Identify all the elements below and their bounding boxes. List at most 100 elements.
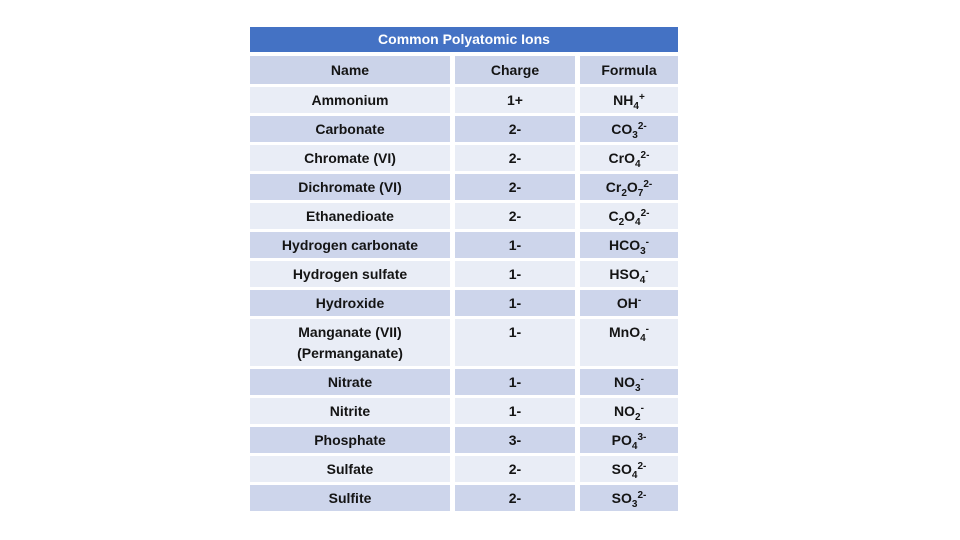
table-title: Common Polyatomic Ions xyxy=(250,27,678,52)
ion-charge-cell: 2- xyxy=(455,485,575,511)
ion-charge-cell: 1- xyxy=(455,290,575,316)
ion-formula-cell: NO3- xyxy=(580,369,678,395)
ion-charge-cell: 1- xyxy=(455,319,575,366)
table-row: Nitrite 1- NO2- xyxy=(250,398,678,424)
ion-charge-cell: 1+ xyxy=(455,87,575,113)
formula-superscript: - xyxy=(640,374,644,385)
formula-text: HSO xyxy=(609,266,640,282)
ion-charge-cell: 1- xyxy=(455,232,575,258)
formula-superscript: 2- xyxy=(643,179,653,190)
formula-superscript: - xyxy=(640,403,644,414)
formula-subscript: 4 xyxy=(631,441,638,452)
formula-subscript: 2 xyxy=(618,217,625,228)
ion-name-cell: Hydroxide xyxy=(250,290,450,316)
table-row: Manganate (VII) (Permanganate) 1- MnO4- xyxy=(250,319,678,366)
table-body: Ammonium 1+ NH4+ Carbonate 2- CO32- Chro… xyxy=(250,87,678,511)
formula-superscript: - xyxy=(645,324,649,335)
formula-superscript: 2- xyxy=(637,121,647,132)
ion-name-cell: Sulfate xyxy=(250,456,450,482)
formula-subscript: 7 xyxy=(637,188,644,199)
formula-text: O xyxy=(626,179,638,195)
ion-name: Chromate (VI) xyxy=(304,150,396,166)
ion-charge-cell: 2- xyxy=(455,174,575,200)
formula-text: SO xyxy=(611,461,632,477)
ion-name: Phosphate xyxy=(314,432,386,448)
formula-superscript: - xyxy=(645,266,649,277)
ion-name-cell: Ethanedioate xyxy=(250,203,450,229)
ion-name-cell: Phosphate xyxy=(250,427,450,453)
ion-charge-cell: 2- xyxy=(455,116,575,142)
table-row: Sulfate 2- SO42- xyxy=(250,456,678,482)
ion-name-cell: Chromate (VI) xyxy=(250,145,450,171)
formula-subscript: 3 xyxy=(635,383,641,394)
formula-subscript: 4 xyxy=(639,275,646,286)
formula-subscript: 2 xyxy=(621,188,627,199)
ion-charge-cell: 2- xyxy=(455,203,575,229)
formula-text: SO xyxy=(611,490,632,506)
column-header-charge: Charge xyxy=(455,56,575,84)
ion-name-cell: Nitrite xyxy=(250,398,450,424)
ion-formula-cell: OH- xyxy=(580,290,678,316)
ion-formula-cell: Cr2O72- xyxy=(580,174,678,200)
table-row: Carbonate 2- CO32- xyxy=(250,116,678,142)
formula-superscript: 2- xyxy=(640,150,650,161)
ion-name: Carbonate xyxy=(315,121,385,137)
table-row: Hydroxide 1- OH- xyxy=(250,290,678,316)
ion-formula-cell: HCO3- xyxy=(580,232,678,258)
ion-name: Hydroxide xyxy=(315,295,385,311)
ion-name-cell: Carbonate xyxy=(250,116,450,142)
polyatomic-ions-table: Common Polyatomic Ions Name Charge Formu… xyxy=(250,27,678,514)
ion-name-line2: (Permanganate) xyxy=(297,345,403,361)
formula-text: OH xyxy=(616,295,638,311)
formula-text: O xyxy=(624,208,636,224)
formula-superscript: 2- xyxy=(637,490,647,501)
formula-text: NO xyxy=(614,374,636,390)
formula-superscript: 2- xyxy=(637,461,647,472)
formula-text: Cr xyxy=(605,179,622,195)
ion-charge-cell: 1- xyxy=(455,261,575,287)
ion-charge-cell: 3- xyxy=(455,427,575,453)
formula-subscript: 4 xyxy=(631,470,638,481)
formula-subscript: 4 xyxy=(633,101,639,112)
ion-formula-cell: NO2- xyxy=(580,398,678,424)
formula-subscript: 3 xyxy=(640,246,646,257)
formula-subscript: 3 xyxy=(631,499,638,510)
ion-name: Sulfate xyxy=(326,461,374,477)
column-header-name: Name xyxy=(250,56,450,84)
table-row: Sulfite 2- SO32- xyxy=(250,485,678,511)
formula-text: C xyxy=(608,208,619,224)
formula-subscript: 4 xyxy=(634,159,641,170)
formula-superscript: 2- xyxy=(640,208,650,219)
formula-text: CrO xyxy=(608,150,635,166)
ion-name-cell: Hydrogen sulfate xyxy=(250,261,450,287)
ion-formula-cell: PO43- xyxy=(580,427,678,453)
formula-text: CO xyxy=(611,121,633,137)
formula-text: NO xyxy=(614,403,636,419)
formula-subscript: 2 xyxy=(635,412,641,423)
ion-formula-cell: CO32- xyxy=(580,116,678,142)
ion-charge-cell: 2- xyxy=(455,145,575,171)
column-header-formula: Formula xyxy=(580,56,678,84)
table-row: Nitrate 1- NO3- xyxy=(250,369,678,395)
formula-text: HCO xyxy=(608,237,641,253)
ion-name: Hydrogen carbonate xyxy=(281,237,419,253)
ion-formula-cell: NH4+ xyxy=(580,87,678,113)
formula-superscript: + xyxy=(638,92,645,103)
formula-superscript: - xyxy=(645,237,650,248)
ion-name: Sulfite xyxy=(328,490,372,506)
ion-name-cell: Sulfite xyxy=(250,485,450,511)
formula-text: NH xyxy=(613,92,634,108)
ion-formula-cell: SO42- xyxy=(580,456,678,482)
ion-charge-cell: 1- xyxy=(455,398,575,424)
table-row: Ethanedioate 2- C2O42- xyxy=(250,203,678,229)
ion-name: Ethanedioate xyxy=(306,208,394,224)
ion-name: Hydrogen sulfate xyxy=(292,266,408,282)
ion-name-cell: Hydrogen carbonate xyxy=(250,232,450,258)
table-row: Dichromate (VI) 2- Cr2O72- xyxy=(250,174,678,200)
formula-superscript: - xyxy=(637,295,642,306)
ion-formula-cell: CrO42- xyxy=(580,145,678,171)
formula-subscript: 3 xyxy=(632,130,638,141)
formula-superscript: 3- xyxy=(637,432,647,443)
formula-text: MnO xyxy=(608,324,641,340)
